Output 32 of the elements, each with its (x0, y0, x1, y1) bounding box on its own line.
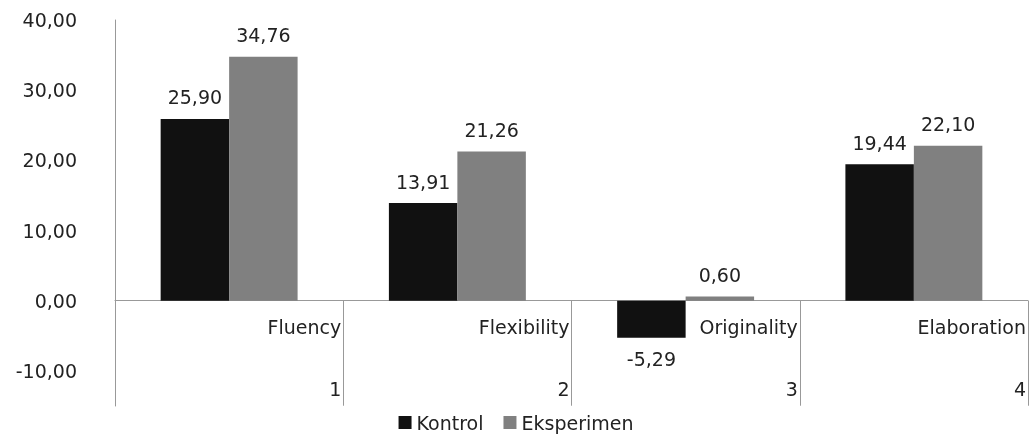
y-tick-label: 10,00 (22, 219, 77, 242)
bar (617, 300, 686, 338)
bar (388, 203, 458, 301)
annotation: 3 (785, 377, 798, 400)
legend-label: Kontrol (416, 411, 484, 434)
bar (685, 296, 755, 301)
x-tick-label: Originality (699, 315, 798, 338)
x-tick-label: Flexibility (478, 315, 570, 338)
legend-label: Eksperimen (521, 411, 634, 434)
data-label: 21,26 (464, 119, 519, 142)
data-label: -5,29 (626, 348, 676, 371)
x-tick-label: Fluency (267, 315, 342, 338)
bar (845, 164, 914, 301)
annotation: 1 (329, 377, 342, 400)
data-label: 34,76 (236, 24, 291, 47)
data-label: 25,90 (167, 86, 223, 109)
bar (457, 151, 526, 301)
y-tick-label: 30,00 (22, 79, 77, 102)
y-tick-label: 40,00 (22, 9, 77, 31)
y-tick-label: 20,00 (22, 149, 77, 172)
x-tick-label: Elaboration (917, 315, 1026, 338)
y-tick-label: 0,00 (34, 289, 77, 312)
data-label: 13,91 (395, 170, 451, 193)
bar (229, 56, 298, 301)
annotation: 2 (557, 377, 570, 400)
data-label: 19,44 (852, 131, 907, 154)
annotation: 4 (1013, 377, 1026, 400)
data-label: 0,60 (698, 264, 742, 287)
bar (913, 145, 983, 301)
bar (160, 118, 230, 301)
data-label: 22,10 (920, 113, 976, 136)
y-tick-label: -10,00 (15, 359, 77, 382)
